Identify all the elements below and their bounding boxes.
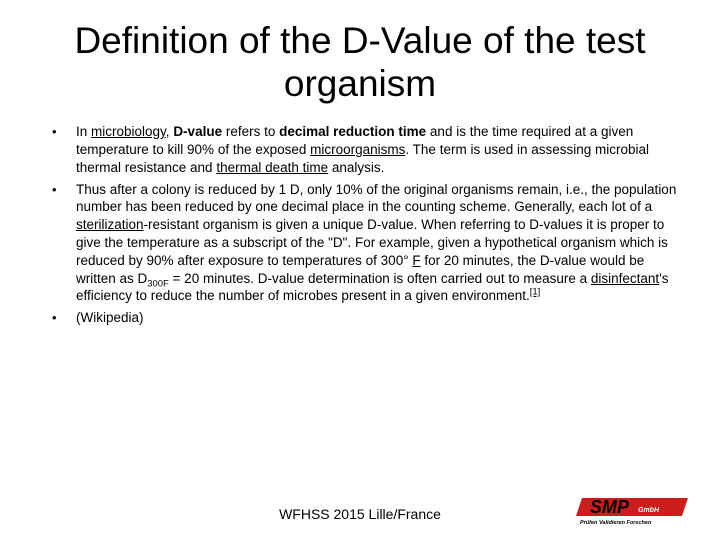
logo-text: SMP [590, 497, 630, 517]
citation-1[interactable]: [1] [530, 287, 541, 298]
logo: SMP GmbH Prüfen Validieren Forschen [576, 496, 688, 528]
term-drt: decimal reduction time [279, 124, 426, 139]
text: In [76, 124, 91, 139]
link-fahrenheit[interactable]: F [412, 253, 420, 268]
link-microbiology[interactable]: microbiology [91, 124, 166, 139]
bullet-list: In microbiology, D-value refers to decim… [40, 123, 680, 327]
link-microorganisms[interactable]: microorganisms [310, 142, 405, 157]
bullet-1: In microbiology, D-value refers to decim… [46, 123, 680, 176]
bullet-3: (Wikipedia) [46, 309, 680, 327]
slide: Definition of the D-Value of the test or… [0, 0, 720, 540]
slide-title: Definition of the D-Value of the test or… [40, 20, 680, 105]
bullet-2: Thus after a colony is reduced by 1 D, o… [46, 181, 680, 306]
logo-gmbh: GmbH [638, 507, 660, 514]
link-thermal-death-time[interactable]: thermal death time [216, 160, 328, 175]
text: refers to [222, 124, 279, 139]
logo-tagline: Prüfen Validieren Forschen [580, 520, 652, 526]
logo-svg: SMP GmbH Prüfen Validieren Forschen [576, 496, 688, 528]
text: = 20 minutes. D-value determination is o… [169, 271, 591, 286]
link-disinfectant[interactable]: disinfectant [591, 271, 659, 286]
term-dvalue: D-value [173, 124, 222, 139]
text: Thus after a colony is reduced by 1 D, o… [76, 182, 676, 215]
text: analysis. [328, 160, 384, 175]
link-sterilization[interactable]: sterilization [76, 217, 144, 232]
